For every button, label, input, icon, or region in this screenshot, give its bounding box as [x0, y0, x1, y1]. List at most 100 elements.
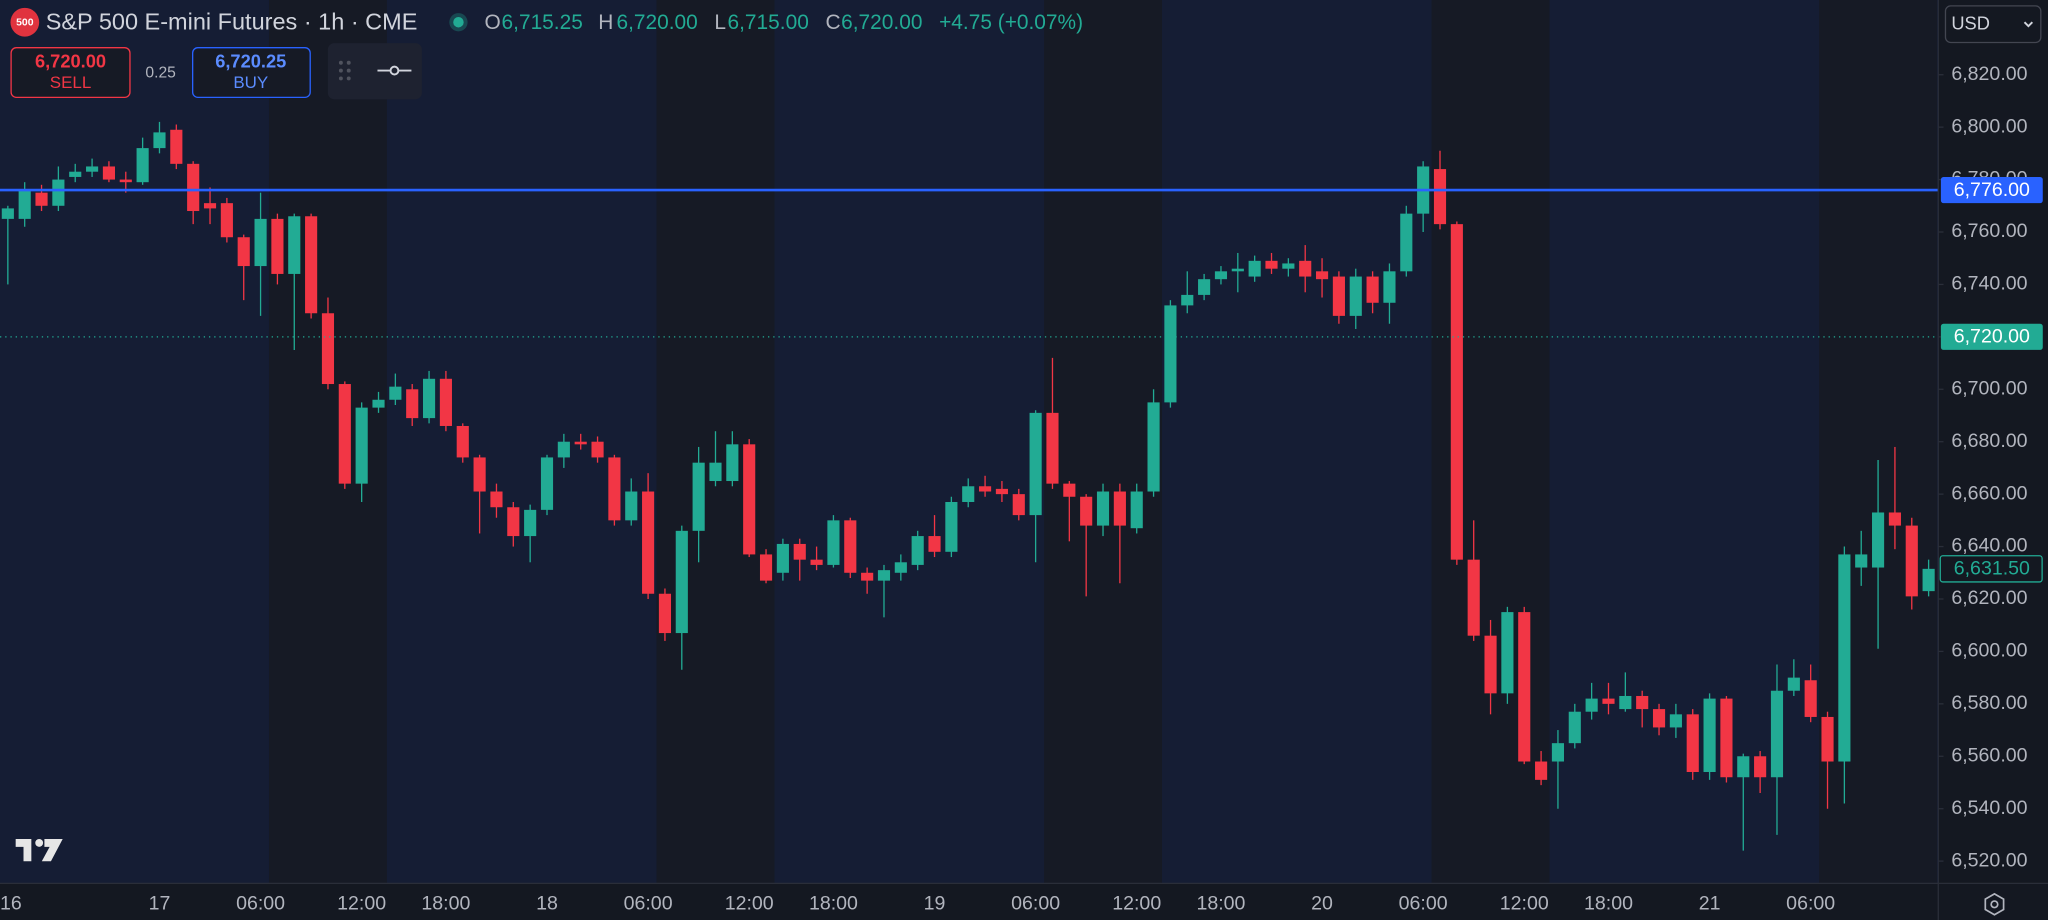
candle-body	[18, 190, 31, 219]
ohlc-key: O	[485, 11, 501, 34]
candle-body	[86, 166, 99, 172]
off-session	[1044, 0, 1162, 884]
candle-body	[321, 313, 335, 385]
candle-body	[1012, 494, 1025, 516]
y-tick-label: 6,580.00	[1951, 692, 2027, 714]
candle-body	[1838, 554, 1851, 762]
candle-body	[1720, 698, 1733, 778]
candle-body	[1821, 716, 1834, 762]
candle-body	[692, 462, 705, 531]
candle-body	[1535, 761, 1548, 780]
candle-body	[759, 554, 773, 581]
candle-body	[1652, 709, 1666, 728]
badge-text: 500	[16, 18, 34, 29]
axes: 6,520.00 6,540.00 6,560.00 6,580.00 6,600.00…	[0, 63, 2043, 914]
candle-body	[995, 488, 1008, 495]
candle-body	[591, 441, 604, 458]
candle-body	[743, 444, 756, 555]
currency-label: USD	[1951, 13, 1990, 34]
candle-body	[203, 203, 217, 209]
candle-body	[1450, 224, 1463, 560]
symbol-title[interactable]: S&P 500 E-mini Futures · 1h · CME	[46, 9, 418, 35]
candle-body	[928, 536, 941, 552]
logo-dot	[35, 838, 44, 847]
x-tick-label: 19	[924, 892, 946, 914]
candle-body	[305, 216, 318, 314]
ohlc-value: 6,720.00	[841, 11, 922, 34]
x-tick-label: 18:00	[421, 892, 470, 914]
x-tick-label: 12:00	[337, 892, 386, 914]
y-tick-label: 6,520.00	[1951, 849, 2027, 871]
candle-body	[1265, 260, 1278, 269]
candle-body	[557, 441, 570, 458]
line-tool-knob	[389, 65, 400, 76]
chevron	[2023, 21, 2034, 28]
candle-body	[810, 559, 823, 565]
candle-body	[911, 536, 924, 565]
candle-body	[1737, 756, 1750, 778]
candle-body	[540, 457, 554, 510]
candle-body	[1905, 525, 1918, 597]
buy-button[interactable]	[192, 47, 311, 99]
candle-body	[827, 520, 840, 565]
candle-body	[1332, 276, 1345, 316]
x-tick-label: 06:00	[1011, 892, 1060, 914]
candle-body	[456, 425, 469, 458]
y-tick-label: 6,740.00	[1951, 273, 2027, 295]
candle-body	[962, 486, 975, 502]
candle-body	[1467, 559, 1480, 636]
price-tag	[1940, 176, 2043, 204]
candle-body	[1349, 276, 1362, 316]
x-tick-label: 12:00	[1500, 892, 1549, 914]
candle-body	[1855, 554, 1868, 568]
ohlc-value: 6,715.00	[728, 11, 809, 34]
candle-body	[170, 129, 183, 164]
logo[interactable]	[15, 838, 63, 862]
x-tick-label: 16	[0, 892, 22, 914]
candle-body	[642, 491, 655, 594]
y-tick-label: 6,640.00	[1951, 535, 2027, 557]
currency-select[interactable]	[1944, 5, 2042, 44]
candle-body	[1181, 294, 1194, 306]
plot	[0, 121, 1939, 851]
y-tick-label: 6,820.00	[1951, 63, 2027, 85]
candle-body	[338, 384, 351, 484]
y-tick-label: 6,800.00	[1951, 115, 2027, 137]
candle-body	[1029, 412, 1042, 516]
ohlc-key: C	[825, 11, 840, 34]
settings-icon-center	[1990, 900, 1999, 909]
last-price-label: 6,631.50	[1954, 558, 2030, 580]
x-tick-label: 18:00	[1584, 892, 1633, 914]
price-tag-label: 6,776.00	[1954, 179, 2030, 201]
candle-body	[1383, 271, 1396, 303]
y-tick-label: 6,760.00	[1951, 220, 2027, 242]
candle-body	[490, 491, 503, 508]
candle-body	[1754, 756, 1767, 778]
candle-body	[1198, 279, 1211, 295]
candle-body	[675, 530, 688, 634]
market-status-dot	[453, 16, 464, 28]
settings-icon[interactable]	[1984, 892, 2005, 916]
ohlc-key: H	[598, 11, 613, 34]
x-tick-label: 21	[1699, 892, 1721, 914]
candle-body	[1619, 695, 1632, 710]
candle-body	[945, 501, 958, 552]
price-tag	[1940, 323, 2043, 350]
candle-body	[1922, 568, 1935, 592]
price-tag-label: 6,720.00	[1954, 326, 2030, 348]
candle-body	[1669, 714, 1682, 728]
x-tick-label: 06:00	[1786, 892, 1835, 914]
sell-price: 6,720.00	[35, 51, 106, 72]
toolbar[interactable]	[327, 43, 422, 100]
candle-body	[709, 462, 722, 482]
x-tick-label: 18	[536, 892, 558, 914]
candle-body	[861, 572, 874, 581]
sell-button[interactable]	[10, 47, 131, 99]
symbol-badge[interactable]	[10, 7, 40, 37]
candle-body	[422, 378, 436, 419]
candle-body	[372, 399, 385, 408]
candle-body	[979, 486, 992, 492]
candle-body	[1366, 276, 1379, 303]
candle-body	[187, 163, 200, 212]
candle-body	[844, 520, 857, 573]
